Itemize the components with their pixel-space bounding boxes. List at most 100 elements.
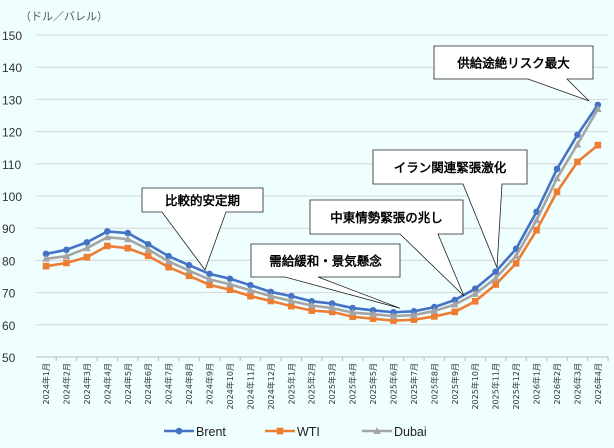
data-point <box>328 308 336 316</box>
x-tick-label: 2025年3月 <box>327 363 337 404</box>
data-point <box>103 233 112 241</box>
data-point <box>144 245 152 253</box>
data-point <box>124 244 132 252</box>
y-tick-label: 130 <box>2 93 22 107</box>
legend-item-dubai: Dubai <box>362 425 427 439</box>
data-point <box>123 235 132 243</box>
data-point <box>287 296 296 304</box>
data-point <box>226 280 234 288</box>
x-tick-label: 2024年3月 <box>82 363 92 404</box>
annotation-callout: 比較的安定期 <box>141 187 264 271</box>
x-tick-label: 2026年1月 <box>532 363 542 404</box>
data-point <box>206 270 213 278</box>
series-wti <box>42 141 602 324</box>
x-tick-label: 2025年6月 <box>388 363 398 404</box>
data-point <box>390 317 397 324</box>
y-tick-label: 80 <box>2 254 16 268</box>
data-point <box>553 165 561 173</box>
data-point <box>205 275 214 283</box>
data-point <box>328 300 336 307</box>
data-point <box>83 239 91 246</box>
data-point <box>267 292 275 300</box>
series-brent <box>42 101 602 316</box>
data-point <box>369 310 377 318</box>
data-point <box>226 275 234 283</box>
data-point <box>410 316 418 323</box>
data-point <box>62 252 71 260</box>
data-point <box>594 141 602 149</box>
series-line <box>45 108 600 318</box>
data-point <box>267 297 275 305</box>
y-tick-label: 150 <box>2 29 22 43</box>
x-tick-label: 2025年4月 <box>348 363 358 404</box>
data-point <box>349 313 356 321</box>
x-tick-label: 2024年5月 <box>123 363 133 404</box>
annotation-text: 需給緩和・景気懸念 <box>269 254 382 269</box>
series-dubai <box>42 105 602 320</box>
data-point <box>165 263 172 271</box>
data-point <box>492 268 499 275</box>
legend-label: Dubai <box>394 425 427 439</box>
data-point <box>389 312 398 320</box>
x-tick-label: 2025年11月 <box>491 363 501 410</box>
data-point <box>553 188 561 196</box>
data-point <box>247 281 254 289</box>
y-tick-label: 100 <box>2 190 22 204</box>
data-point <box>431 313 438 320</box>
data-point <box>348 308 357 316</box>
annotation-callout: イラン関連緊張激化 <box>372 149 528 268</box>
data-point <box>451 296 459 304</box>
data-point <box>185 266 193 274</box>
data-point <box>104 242 111 250</box>
data-point <box>308 307 316 314</box>
data-point <box>164 257 173 265</box>
data-point <box>63 246 70 254</box>
x-tick-label: 2024年12月 <box>266 363 276 410</box>
data-point <box>185 272 193 280</box>
data-point <box>63 259 70 267</box>
data-point <box>491 274 500 282</box>
data-point <box>573 140 582 148</box>
x-tick-label: 2024年11月 <box>245 363 255 410</box>
annotation-text: 供給途絶リスク最大 <box>456 56 570 71</box>
data-point <box>410 311 418 319</box>
data-point <box>185 261 193 269</box>
data-point <box>328 304 336 312</box>
data-point <box>206 281 213 289</box>
annotation-text: 比較的安定期 <box>165 193 240 208</box>
x-tick-label: 2025年5月 <box>368 363 378 404</box>
data-point <box>492 281 499 288</box>
x-tick-label: 2025年10月 <box>470 363 480 410</box>
data-point <box>430 306 439 314</box>
data-point <box>451 300 459 308</box>
data-point <box>83 244 91 252</box>
data-point <box>594 101 602 109</box>
data-point <box>287 292 295 300</box>
data-point <box>451 308 459 316</box>
data-point <box>42 254 50 262</box>
data-point <box>42 262 50 270</box>
data-point <box>369 315 377 322</box>
y-tick-label: 60 <box>2 319 16 333</box>
x-tick-label: 2024年2月 <box>61 363 71 404</box>
annotation-callout: 中東情勢緊張の兆し <box>309 199 465 297</box>
annotation-text: 中東情勢緊張の兆し <box>330 210 443 225</box>
y-tick-label: 70 <box>2 287 16 301</box>
series-line <box>45 144 599 322</box>
x-tick-label: 2024年8月 <box>184 363 194 404</box>
data-point <box>247 292 254 300</box>
data-point <box>83 253 91 261</box>
data-point <box>349 304 356 312</box>
data-point <box>594 105 602 113</box>
y-tick-label: 120 <box>2 126 22 140</box>
data-point <box>533 226 540 234</box>
unit-label: （ドル／バレル） <box>20 10 108 23</box>
data-point <box>574 131 581 139</box>
data-point <box>471 285 479 293</box>
data-point <box>471 297 479 305</box>
data-point <box>104 228 111 235</box>
x-tick-label: 2026年4月 <box>593 363 603 404</box>
annotation-callout: 需給緩和・景気懸念 <box>250 243 401 309</box>
